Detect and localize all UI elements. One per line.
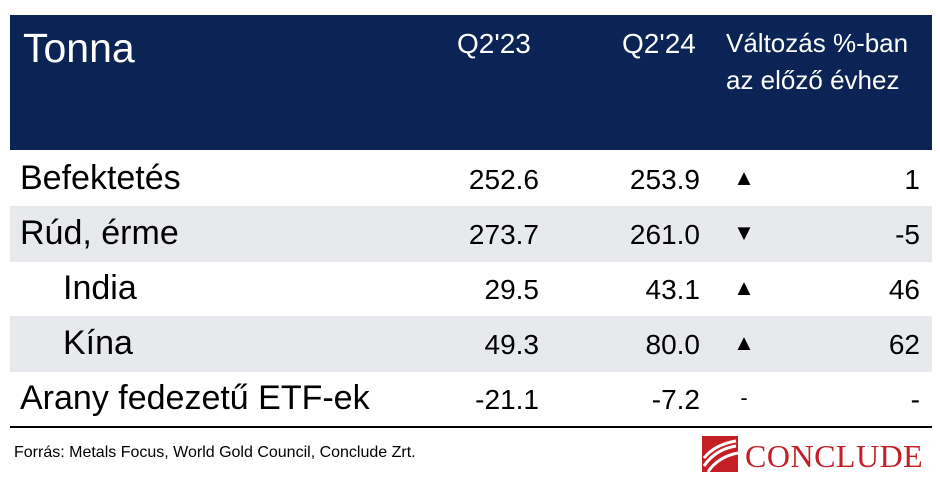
value-q2-24: 253.9 — [629, 164, 700, 195]
value-q2-24: -7.2 — [651, 384, 700, 415]
column-header-q2-24: Q2'24 — [622, 28, 696, 59]
table-row: Kína 49.3 80.0 ▲ 62 — [10, 316, 932, 372]
row-label: Kína — [63, 324, 133, 362]
conclude-logo: CONCLUDE — [702, 436, 932, 474]
value-q2-24: 261.0 — [629, 219, 700, 250]
table-row: Rúd, érme 273.7 261.0 ▼ -5 — [10, 206, 932, 262]
row-label: Rúd, érme — [20, 214, 179, 252]
table-row: India 29.5 43.1 ▲ 46 — [10, 261, 932, 317]
trend-arrow-icon: - — [740, 385, 748, 410]
value-change: 1 — [904, 164, 920, 195]
value-q2-23: 49.3 — [484, 329, 540, 360]
column-header-change: Változás %-ban az előző évhez — [726, 25, 908, 99]
value-change: 62 — [888, 329, 920, 360]
trend-arrow-icon: ▲ — [733, 330, 755, 355]
row-label: India — [63, 269, 137, 307]
value-q2-24: 43.1 — [645, 274, 701, 305]
column-header-q2-23: Q2'23 — [457, 28, 531, 59]
table-row: Befektetés 252.6 253.9 ▲ 1 — [10, 151, 932, 207]
value-q2-23: -21.1 — [475, 384, 539, 415]
value-q2-24: 80.0 — [645, 329, 701, 360]
value-q2-23: 273.7 — [468, 219, 539, 250]
value-q2-23: 29.5 — [484, 274, 540, 305]
value-q2-23: 252.6 — [468, 164, 539, 195]
value-change: -5 — [895, 219, 920, 250]
conclude-logo-text: CONCLUDE — [745, 438, 924, 474]
value-change: - — [910, 384, 920, 415]
value-change: 46 — [888, 274, 920, 305]
column-header-change-line1: Változás %-ban — [726, 28, 909, 58]
source-note: Forrás: Metals Focus, World Gold Council… — [14, 444, 416, 461]
trend-arrow-icon: ▼ — [733, 220, 755, 245]
table-row: Arany fedezetű ETF-ek -21.1 -7.2 - - — [10, 371, 932, 427]
conclude-logo-icon — [702, 436, 738, 472]
trend-arrow-icon: ▲ — [733, 275, 755, 300]
table-bottom-rule — [10, 426, 932, 428]
trend-arrow-icon: ▲ — [733, 165, 755, 190]
row-label: Befektetés — [20, 159, 181, 197]
column-header-change-line2: az előző évhez — [726, 65, 900, 95]
table-unit-title: Tonna — [23, 25, 135, 71]
table-header: Tonna Q2'23 Q2'24 Változás %-ban az előz… — [10, 15, 932, 150]
row-label: Arany fedezetű ETF-ek — [20, 379, 370, 417]
